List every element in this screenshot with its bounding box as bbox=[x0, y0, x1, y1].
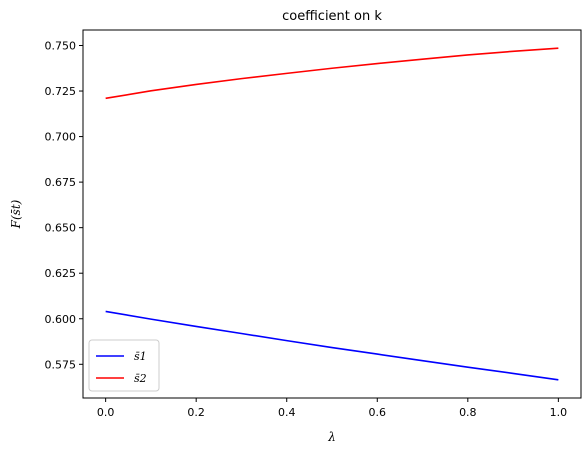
legend-frame bbox=[88, 339, 160, 392]
y-axis-ticks: 0.575 0.600 0.625 0.650 0.675 0.700 0.725 0.750 bbox=[45, 39, 83, 371]
legend-label-s1: s̄1 bbox=[134, 350, 147, 363]
legend-label-s2: s̄2 bbox=[134, 372, 147, 385]
legend: s̄1 s̄2 bbox=[88, 339, 160, 392]
y-tick-label: 0.650 bbox=[45, 222, 77, 235]
series-line-2 bbox=[105, 47, 559, 100]
y-tick-label: 0.700 bbox=[45, 131, 77, 144]
y-tick-label: 0.725 bbox=[45, 85, 77, 98]
x-tick-label: 0.4 bbox=[278, 406, 296, 419]
plot-frame bbox=[82, 29, 582, 399]
x-tick-label: 1.0 bbox=[550, 406, 568, 419]
x-tick-label: 0.2 bbox=[187, 406, 205, 419]
x-axis-ticks: 0.0 0.2 0.4 0.6 0.8 1.0 bbox=[97, 398, 567, 419]
y-axis-label: F(s̄t) bbox=[9, 199, 23, 229]
y-tick-label: 0.575 bbox=[45, 358, 77, 371]
y-tick-label: 0.675 bbox=[45, 176, 77, 189]
x-tick-label: 0.6 bbox=[369, 406, 387, 419]
x-axis-label: λ bbox=[327, 430, 336, 444]
series-line-1 bbox=[105, 310, 559, 381]
chart-title: coefficient on k bbox=[282, 9, 382, 24]
x-tick-label: 0.8 bbox=[459, 406, 477, 419]
x-tick-label: 0.0 bbox=[97, 406, 115, 419]
y-tick-label: 0.625 bbox=[45, 267, 77, 280]
y-tick-label: 0.600 bbox=[45, 313, 77, 326]
plot-background bbox=[83, 30, 581, 398]
y-tick-label: 0.750 bbox=[45, 39, 77, 52]
series-layer bbox=[105, 47, 559, 381]
